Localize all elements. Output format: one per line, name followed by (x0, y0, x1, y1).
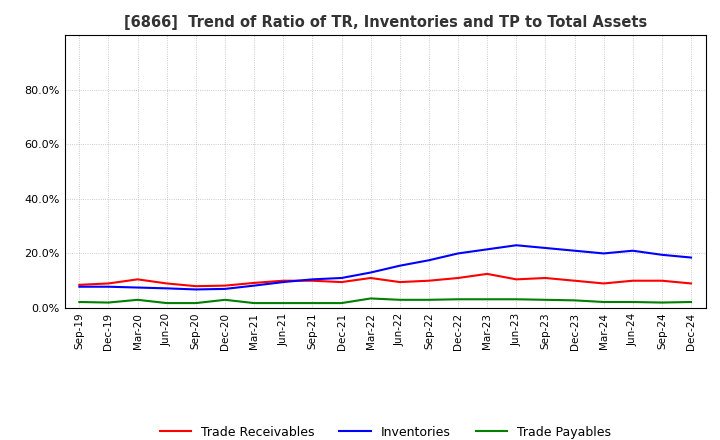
Inventories (366, 270, 375, 275)
Trade Receivables (629, 278, 637, 283)
Inventories (687, 255, 696, 260)
Trade Receivables (75, 282, 84, 287)
Trade Payables (687, 299, 696, 304)
Trade Payables (104, 300, 113, 305)
Trade Receivables (599, 281, 608, 286)
Inventories (75, 284, 84, 290)
Inventories (570, 248, 579, 253)
Trade Payables (308, 301, 317, 306)
Inventories (657, 252, 666, 257)
Inventories (250, 283, 258, 288)
Trade Payables (220, 297, 229, 302)
Trade Payables (75, 299, 84, 304)
Inventories (220, 286, 229, 292)
Inventories (629, 248, 637, 253)
Trade Receivables (163, 281, 171, 286)
Trade Payables (366, 296, 375, 301)
Line: Trade Payables: Trade Payables (79, 298, 691, 303)
Trade Receivables (279, 278, 287, 283)
Trade Receivables (308, 278, 317, 283)
Inventories (395, 263, 404, 268)
Trade Payables (570, 298, 579, 303)
Title: [6866]  Trend of Ratio of TR, Inventories and TP to Total Assets: [6866] Trend of Ratio of TR, Inventories… (124, 15, 647, 30)
Inventories (308, 277, 317, 282)
Trade Payables (629, 299, 637, 304)
Trade Payables (512, 297, 521, 302)
Inventories (104, 284, 113, 290)
Trade Payables (454, 297, 462, 302)
Trade Receivables (541, 275, 550, 281)
Trade Receivables (133, 277, 142, 282)
Inventories (279, 279, 287, 285)
Trade Receivables (220, 283, 229, 288)
Trade Receivables (483, 271, 492, 276)
Inventories (192, 287, 200, 292)
Trade Payables (192, 301, 200, 306)
Trade Receivables (454, 275, 462, 281)
Trade Payables (163, 301, 171, 306)
Inventories (541, 246, 550, 251)
Trade Receivables (657, 278, 666, 283)
Legend: Trade Receivables, Inventories, Trade Payables: Trade Receivables, Inventories, Trade Pa… (155, 421, 616, 440)
Trade Payables (657, 300, 666, 305)
Inventories (512, 242, 521, 248)
Trade Payables (599, 299, 608, 304)
Trade Receivables (250, 280, 258, 286)
Trade Payables (425, 297, 433, 302)
Trade Receivables (366, 275, 375, 281)
Inventories (483, 247, 492, 252)
Trade Payables (395, 297, 404, 302)
Line: Inventories: Inventories (79, 245, 691, 290)
Trade Receivables (512, 277, 521, 282)
Line: Trade Receivables: Trade Receivables (79, 274, 691, 286)
Trade Payables (483, 297, 492, 302)
Trade Payables (337, 301, 346, 306)
Trade Payables (133, 297, 142, 302)
Trade Receivables (425, 278, 433, 283)
Inventories (454, 251, 462, 256)
Inventories (425, 258, 433, 263)
Trade Payables (250, 301, 258, 306)
Inventories (337, 275, 346, 281)
Trade Receivables (570, 278, 579, 283)
Trade Receivables (395, 279, 404, 285)
Inventories (599, 251, 608, 256)
Trade Payables (541, 297, 550, 302)
Inventories (133, 285, 142, 290)
Trade Receivables (687, 281, 696, 286)
Trade Receivables (192, 283, 200, 289)
Inventories (163, 286, 171, 291)
Trade Receivables (104, 281, 113, 286)
Trade Receivables (337, 279, 346, 285)
Trade Payables (279, 301, 287, 306)
